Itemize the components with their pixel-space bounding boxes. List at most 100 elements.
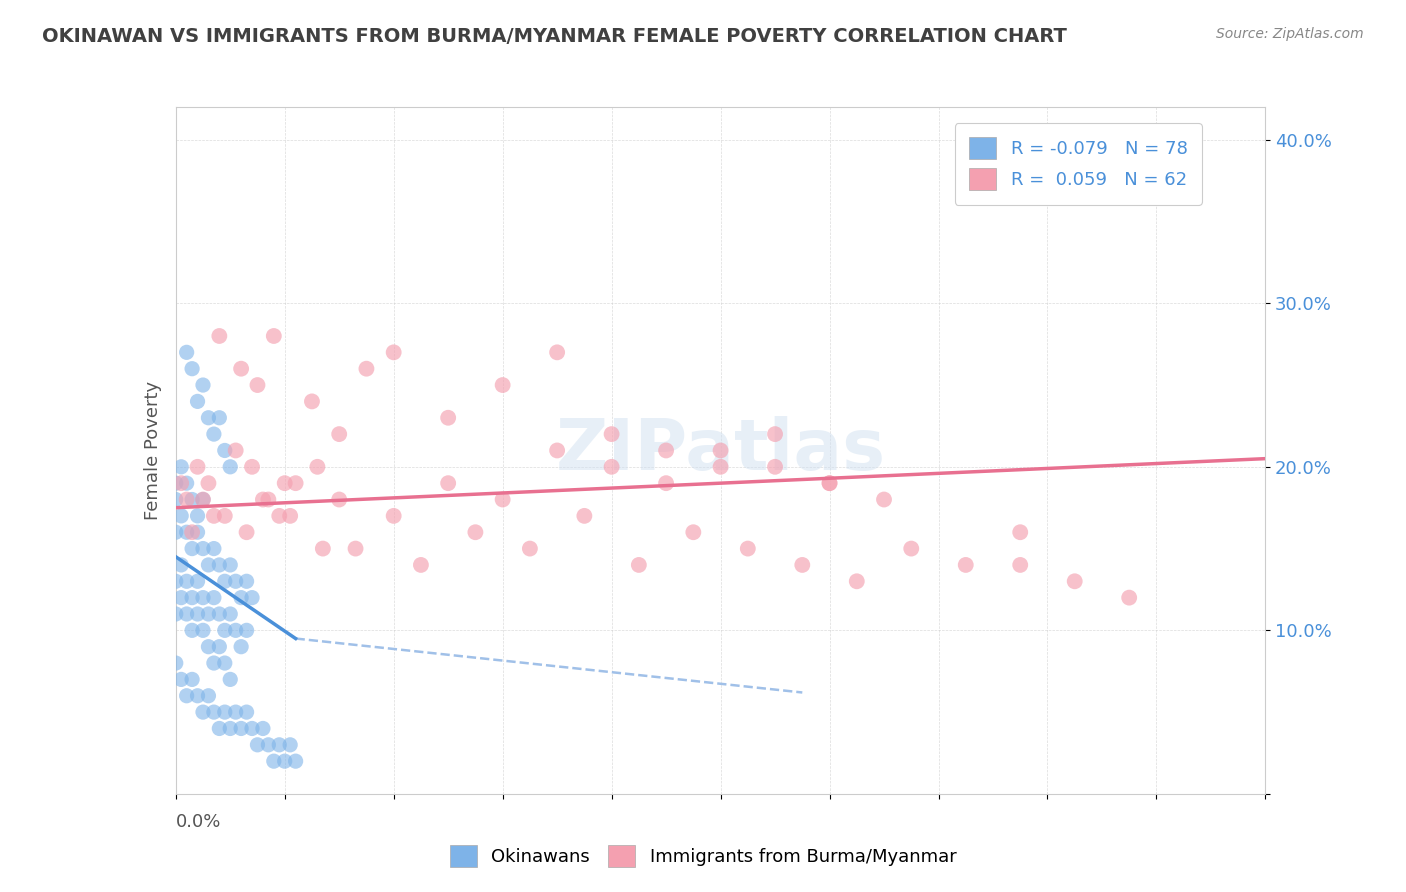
Point <box>437 410 460 425</box>
Point <box>197 689 219 703</box>
Point <box>278 738 301 752</box>
Point <box>186 459 209 474</box>
Point <box>382 345 405 359</box>
Point <box>492 378 515 392</box>
Point <box>165 607 187 621</box>
Point <box>284 754 307 768</box>
Point <box>208 640 231 654</box>
Point <box>176 345 198 359</box>
Point <box>231 361 253 376</box>
Point <box>176 476 198 491</box>
Point <box>900 541 922 556</box>
Point <box>682 525 704 540</box>
Point <box>627 558 650 572</box>
Point <box>955 558 977 572</box>
Point <box>274 754 297 768</box>
Point <box>600 427 623 442</box>
Point <box>191 591 214 605</box>
Point <box>170 459 193 474</box>
Point <box>170 673 193 687</box>
Point <box>1010 558 1032 572</box>
Point <box>191 492 214 507</box>
Point <box>186 394 209 409</box>
Point <box>170 591 193 605</box>
Point <box>284 476 307 491</box>
Point <box>219 673 242 687</box>
Point <box>186 689 209 703</box>
Point <box>197 640 219 654</box>
Point <box>225 443 247 458</box>
Point <box>208 329 231 343</box>
Point <box>464 525 486 540</box>
Point <box>191 705 214 719</box>
Text: OKINAWAN VS IMMIGRANTS FROM BURMA/MYANMAR FEMALE POVERTY CORRELATION CHART: OKINAWAN VS IMMIGRANTS FROM BURMA/MYANMA… <box>42 27 1067 45</box>
Point <box>186 607 209 621</box>
Point <box>214 656 236 670</box>
Point <box>818 476 841 491</box>
Point <box>710 459 733 474</box>
Point <box>202 656 225 670</box>
Point <box>165 525 187 540</box>
Point <box>191 492 214 507</box>
Point <box>197 476 219 491</box>
Point <box>202 591 225 605</box>
Point <box>186 574 209 589</box>
Point <box>197 558 219 572</box>
Point <box>307 459 329 474</box>
Point <box>246 738 269 752</box>
Point <box>763 459 786 474</box>
Point <box>240 591 263 605</box>
Point <box>181 624 204 638</box>
Point <box>225 624 247 638</box>
Point <box>197 607 219 621</box>
Point <box>191 378 214 392</box>
Point <box>181 525 204 540</box>
Point <box>176 492 198 507</box>
Point <box>225 705 247 719</box>
Point <box>519 541 541 556</box>
Point <box>202 541 225 556</box>
Point <box>165 574 187 589</box>
Point <box>219 722 242 736</box>
Legend: R = -0.079   N = 78, R =  0.059   N = 62: R = -0.079 N = 78, R = 0.059 N = 62 <box>955 123 1202 205</box>
Point <box>263 754 285 768</box>
Point <box>246 378 269 392</box>
Point <box>263 329 285 343</box>
Point <box>202 508 225 523</box>
Point <box>181 673 204 687</box>
Point <box>278 508 301 523</box>
Point <box>208 722 231 736</box>
Point <box>546 345 568 359</box>
Point <box>231 591 253 605</box>
Point <box>186 508 209 523</box>
Point <box>225 574 247 589</box>
Point <box>219 558 242 572</box>
Point <box>252 722 274 736</box>
Point <box>231 722 253 736</box>
Point <box>165 476 187 491</box>
Point <box>202 427 225 442</box>
Point <box>181 591 204 605</box>
Point <box>165 492 187 507</box>
Point <box>208 410 231 425</box>
Point <box>176 574 198 589</box>
Point <box>1010 525 1032 540</box>
Point <box>600 459 623 474</box>
Point <box>214 624 236 638</box>
Point <box>181 361 204 376</box>
Point <box>818 476 841 491</box>
Point <box>214 705 236 719</box>
Point <box>492 492 515 507</box>
Point <box>437 476 460 491</box>
Point <box>214 508 236 523</box>
Point <box>328 427 350 442</box>
Point <box>235 705 257 719</box>
Point <box>208 607 231 621</box>
Point <box>737 541 759 556</box>
Point <box>240 459 263 474</box>
Legend: Okinawans, Immigrants from Burma/Myanmar: Okinawans, Immigrants from Burma/Myanmar <box>443 838 963 874</box>
Point <box>574 508 596 523</box>
Point <box>191 541 214 556</box>
Point <box>1063 574 1085 589</box>
Text: ZIPatlas: ZIPatlas <box>555 416 886 485</box>
